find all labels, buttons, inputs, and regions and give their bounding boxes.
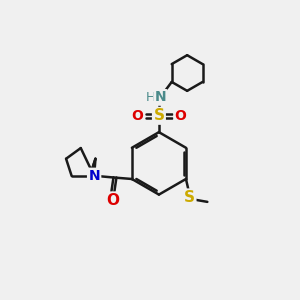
Text: S: S <box>153 108 164 123</box>
Text: O: O <box>131 109 143 123</box>
Text: H: H <box>146 91 155 104</box>
Text: N: N <box>154 90 166 104</box>
Text: S: S <box>184 190 195 205</box>
Text: N: N <box>88 169 100 183</box>
Text: O: O <box>106 193 119 208</box>
Text: O: O <box>175 109 187 123</box>
